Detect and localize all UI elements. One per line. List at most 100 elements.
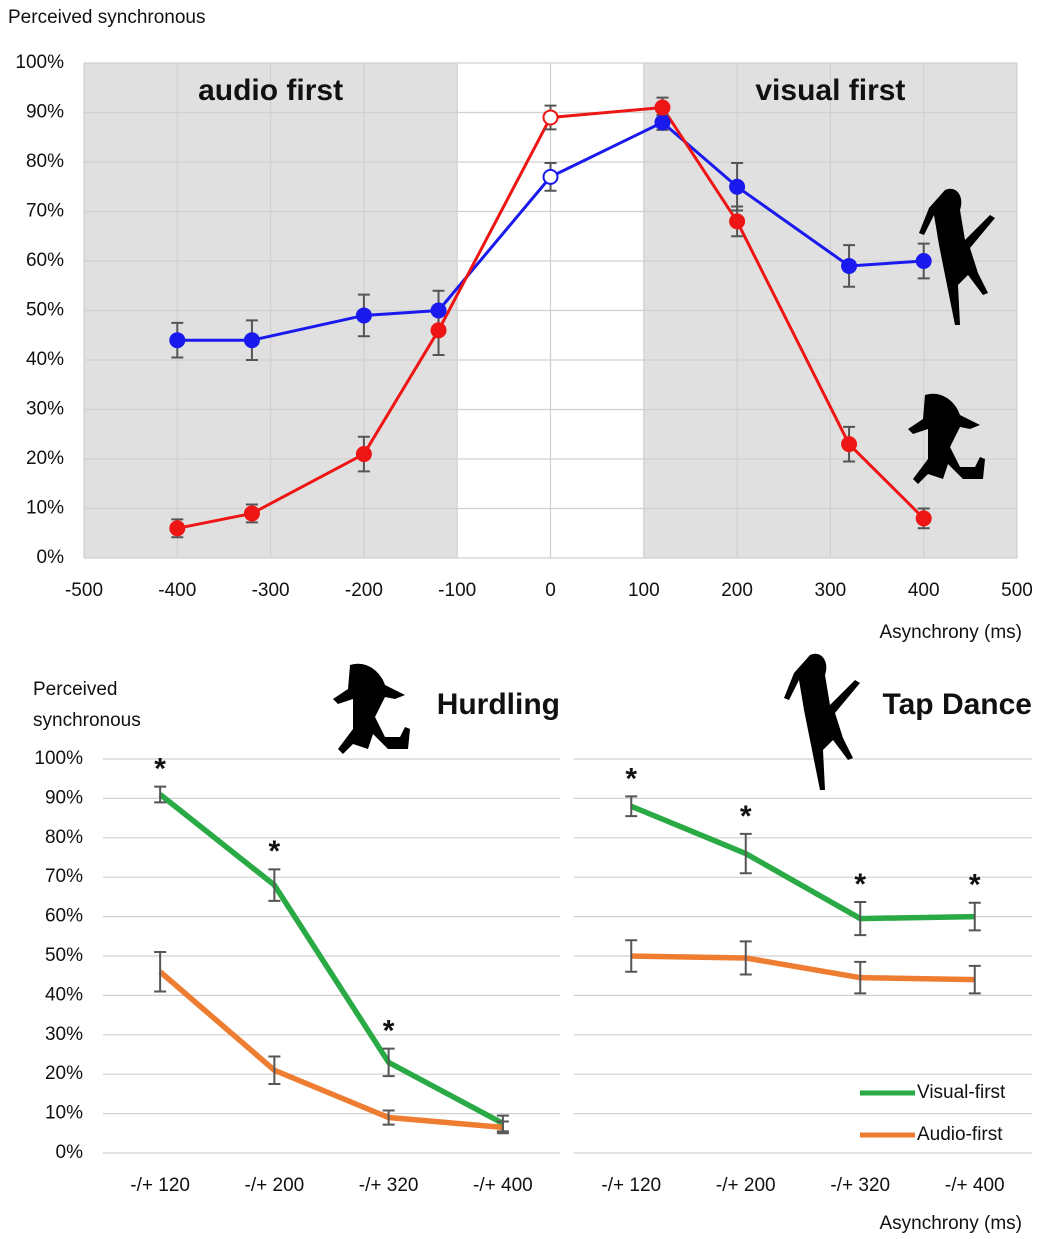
y-tick-label: 90% <box>45 787 83 808</box>
y-tick-label: 100% <box>34 748 83 769</box>
data-point <box>729 178 746 195</box>
panel-title: Hurdling <box>437 688 560 721</box>
error-bar <box>968 901 981 932</box>
error-bar <box>268 868 281 902</box>
series-line <box>158 792 505 1126</box>
y-tick-label: 0% <box>56 1142 84 1163</box>
data-point <box>355 307 372 324</box>
significance-star: * <box>154 753 166 786</box>
x-tick-label: -200 <box>345 580 383 601</box>
error-bar <box>382 1047 395 1078</box>
data-point <box>654 114 671 131</box>
error-bar <box>739 832 752 875</box>
x-tick-label: 500 <box>1001 580 1033 601</box>
significance-star: * <box>269 835 281 868</box>
series-line <box>631 953 975 983</box>
data-point <box>169 332 186 349</box>
data-point <box>430 302 447 319</box>
hurdler-icon <box>333 663 410 754</box>
x-tick-label: 200 <box>721 580 753 601</box>
y-tick-label: 40% <box>26 349 64 370</box>
legend-label: Visual-first <box>917 1082 1006 1103</box>
data-point <box>243 505 260 522</box>
y-tick-label: 0% <box>37 547 65 568</box>
y-tick-label: 60% <box>45 906 83 927</box>
x-tick-label: -/+ 200 <box>245 1175 305 1196</box>
x-tick-label: -/+ 400 <box>473 1175 533 1196</box>
error-bar <box>625 939 638 973</box>
error-bar <box>154 951 167 993</box>
y-tick-label: 80% <box>26 151 64 172</box>
data-point <box>355 446 372 463</box>
panel-title: Tap Dance <box>883 688 1033 721</box>
y-tick-label: 40% <box>45 984 83 1005</box>
series-line <box>158 969 504 1131</box>
x-tick-label: -/+ 320 <box>359 1175 419 1196</box>
x-tick-label: -100 <box>438 580 476 601</box>
data-point <box>729 213 746 230</box>
x-tick-label: 100 <box>628 580 660 601</box>
y-axis-label: synchronous <box>33 710 141 731</box>
x-axis-label: Asynchrony (ms) <box>879 1213 1022 1234</box>
silhouettes <box>333 188 995 790</box>
data-point <box>430 322 447 339</box>
hurdler-icon <box>908 393 985 484</box>
y-tick-label: 80% <box>45 827 83 848</box>
y-tick-label: 70% <box>26 201 64 222</box>
data-point <box>915 253 932 269</box>
x-tick-label: -/+ 400 <box>945 1175 1005 1196</box>
significance-star: * <box>740 800 752 833</box>
significance-star: * <box>969 869 981 902</box>
data-point <box>542 109 559 126</box>
error-bar <box>154 785 167 804</box>
y-tick-label: 60% <box>26 250 64 271</box>
data-point <box>169 520 186 537</box>
error-bar <box>739 940 752 976</box>
y-tick-label: 50% <box>26 300 64 321</box>
y-tick-label: 70% <box>45 866 83 887</box>
x-tick-label: 0 <box>545 580 556 601</box>
error-bar <box>496 1120 509 1135</box>
y-tick-label: 50% <box>45 945 83 966</box>
x-tick-label: -500 <box>65 580 103 601</box>
y-axis-label: Perceived synchronous <box>8 7 206 28</box>
error-bar <box>968 964 981 995</box>
error-bar <box>382 1109 395 1126</box>
error-bar <box>854 901 867 937</box>
y-tick-label: 10% <box>45 1103 83 1124</box>
x-tick-label: -/+ 120 <box>130 1175 190 1196</box>
error-bar <box>854 960 867 995</box>
y-tick-label: 90% <box>26 102 64 123</box>
series-line <box>630 803 975 922</box>
y-tick-label: 20% <box>45 1063 83 1084</box>
dancer-icon <box>919 188 995 325</box>
error-bar <box>268 1055 281 1086</box>
data-point <box>654 99 671 116</box>
data-point <box>243 332 260 349</box>
region-label: visual first <box>755 74 905 107</box>
dancer-icon <box>784 653 860 790</box>
x-axis-label: Asynchrony (ms) <box>879 622 1022 643</box>
data-point <box>841 257 858 274</box>
x-tick-label: -/+ 120 <box>601 1175 661 1196</box>
x-tick-label: -400 <box>158 580 196 601</box>
data-point <box>841 436 858 453</box>
significance-star: * <box>854 868 866 901</box>
x-tick-label: -/+ 320 <box>830 1175 890 1196</box>
x-tick-label: -/+ 200 <box>716 1175 776 1196</box>
region-label: audio first <box>198 74 343 107</box>
y-tick-label: 30% <box>45 1024 83 1045</box>
y-axis-label: Perceived <box>33 679 118 700</box>
legend-label: Audio-first <box>917 1124 1003 1145</box>
y-tick-label: 30% <box>26 399 64 420</box>
x-tick-label: 400 <box>908 580 940 601</box>
y-tick-label: 10% <box>26 498 64 519</box>
error-bar <box>625 795 638 818</box>
y-tick-label: 100% <box>15 52 64 73</box>
significance-star: * <box>383 1015 395 1048</box>
x-tick-label: 300 <box>815 580 847 601</box>
data-point <box>915 510 932 527</box>
significance-star: * <box>625 762 637 795</box>
y-tick-label: 20% <box>26 448 64 469</box>
